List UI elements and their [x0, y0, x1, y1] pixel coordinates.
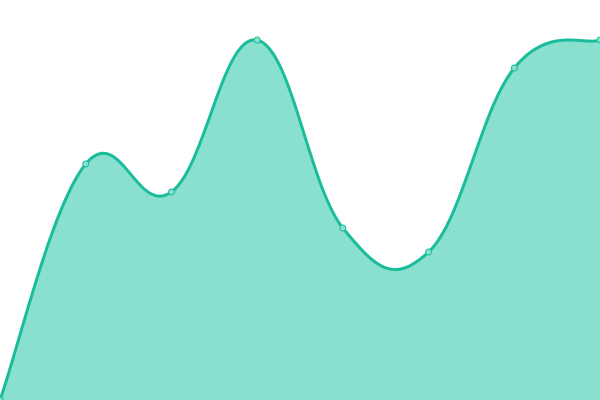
- data-point-0: [0, 396, 4, 400]
- data-point-4: [339, 224, 347, 232]
- data-point-6: [510, 64, 518, 72]
- data-point-2: [167, 188, 175, 196]
- area-fill: [0, 39, 600, 400]
- data-point-5: [425, 248, 433, 256]
- data-point-3: [253, 36, 261, 44]
- data-points: [0, 36, 600, 400]
- data-point-7: [596, 36, 600, 44]
- data-point-1: [82, 160, 90, 168]
